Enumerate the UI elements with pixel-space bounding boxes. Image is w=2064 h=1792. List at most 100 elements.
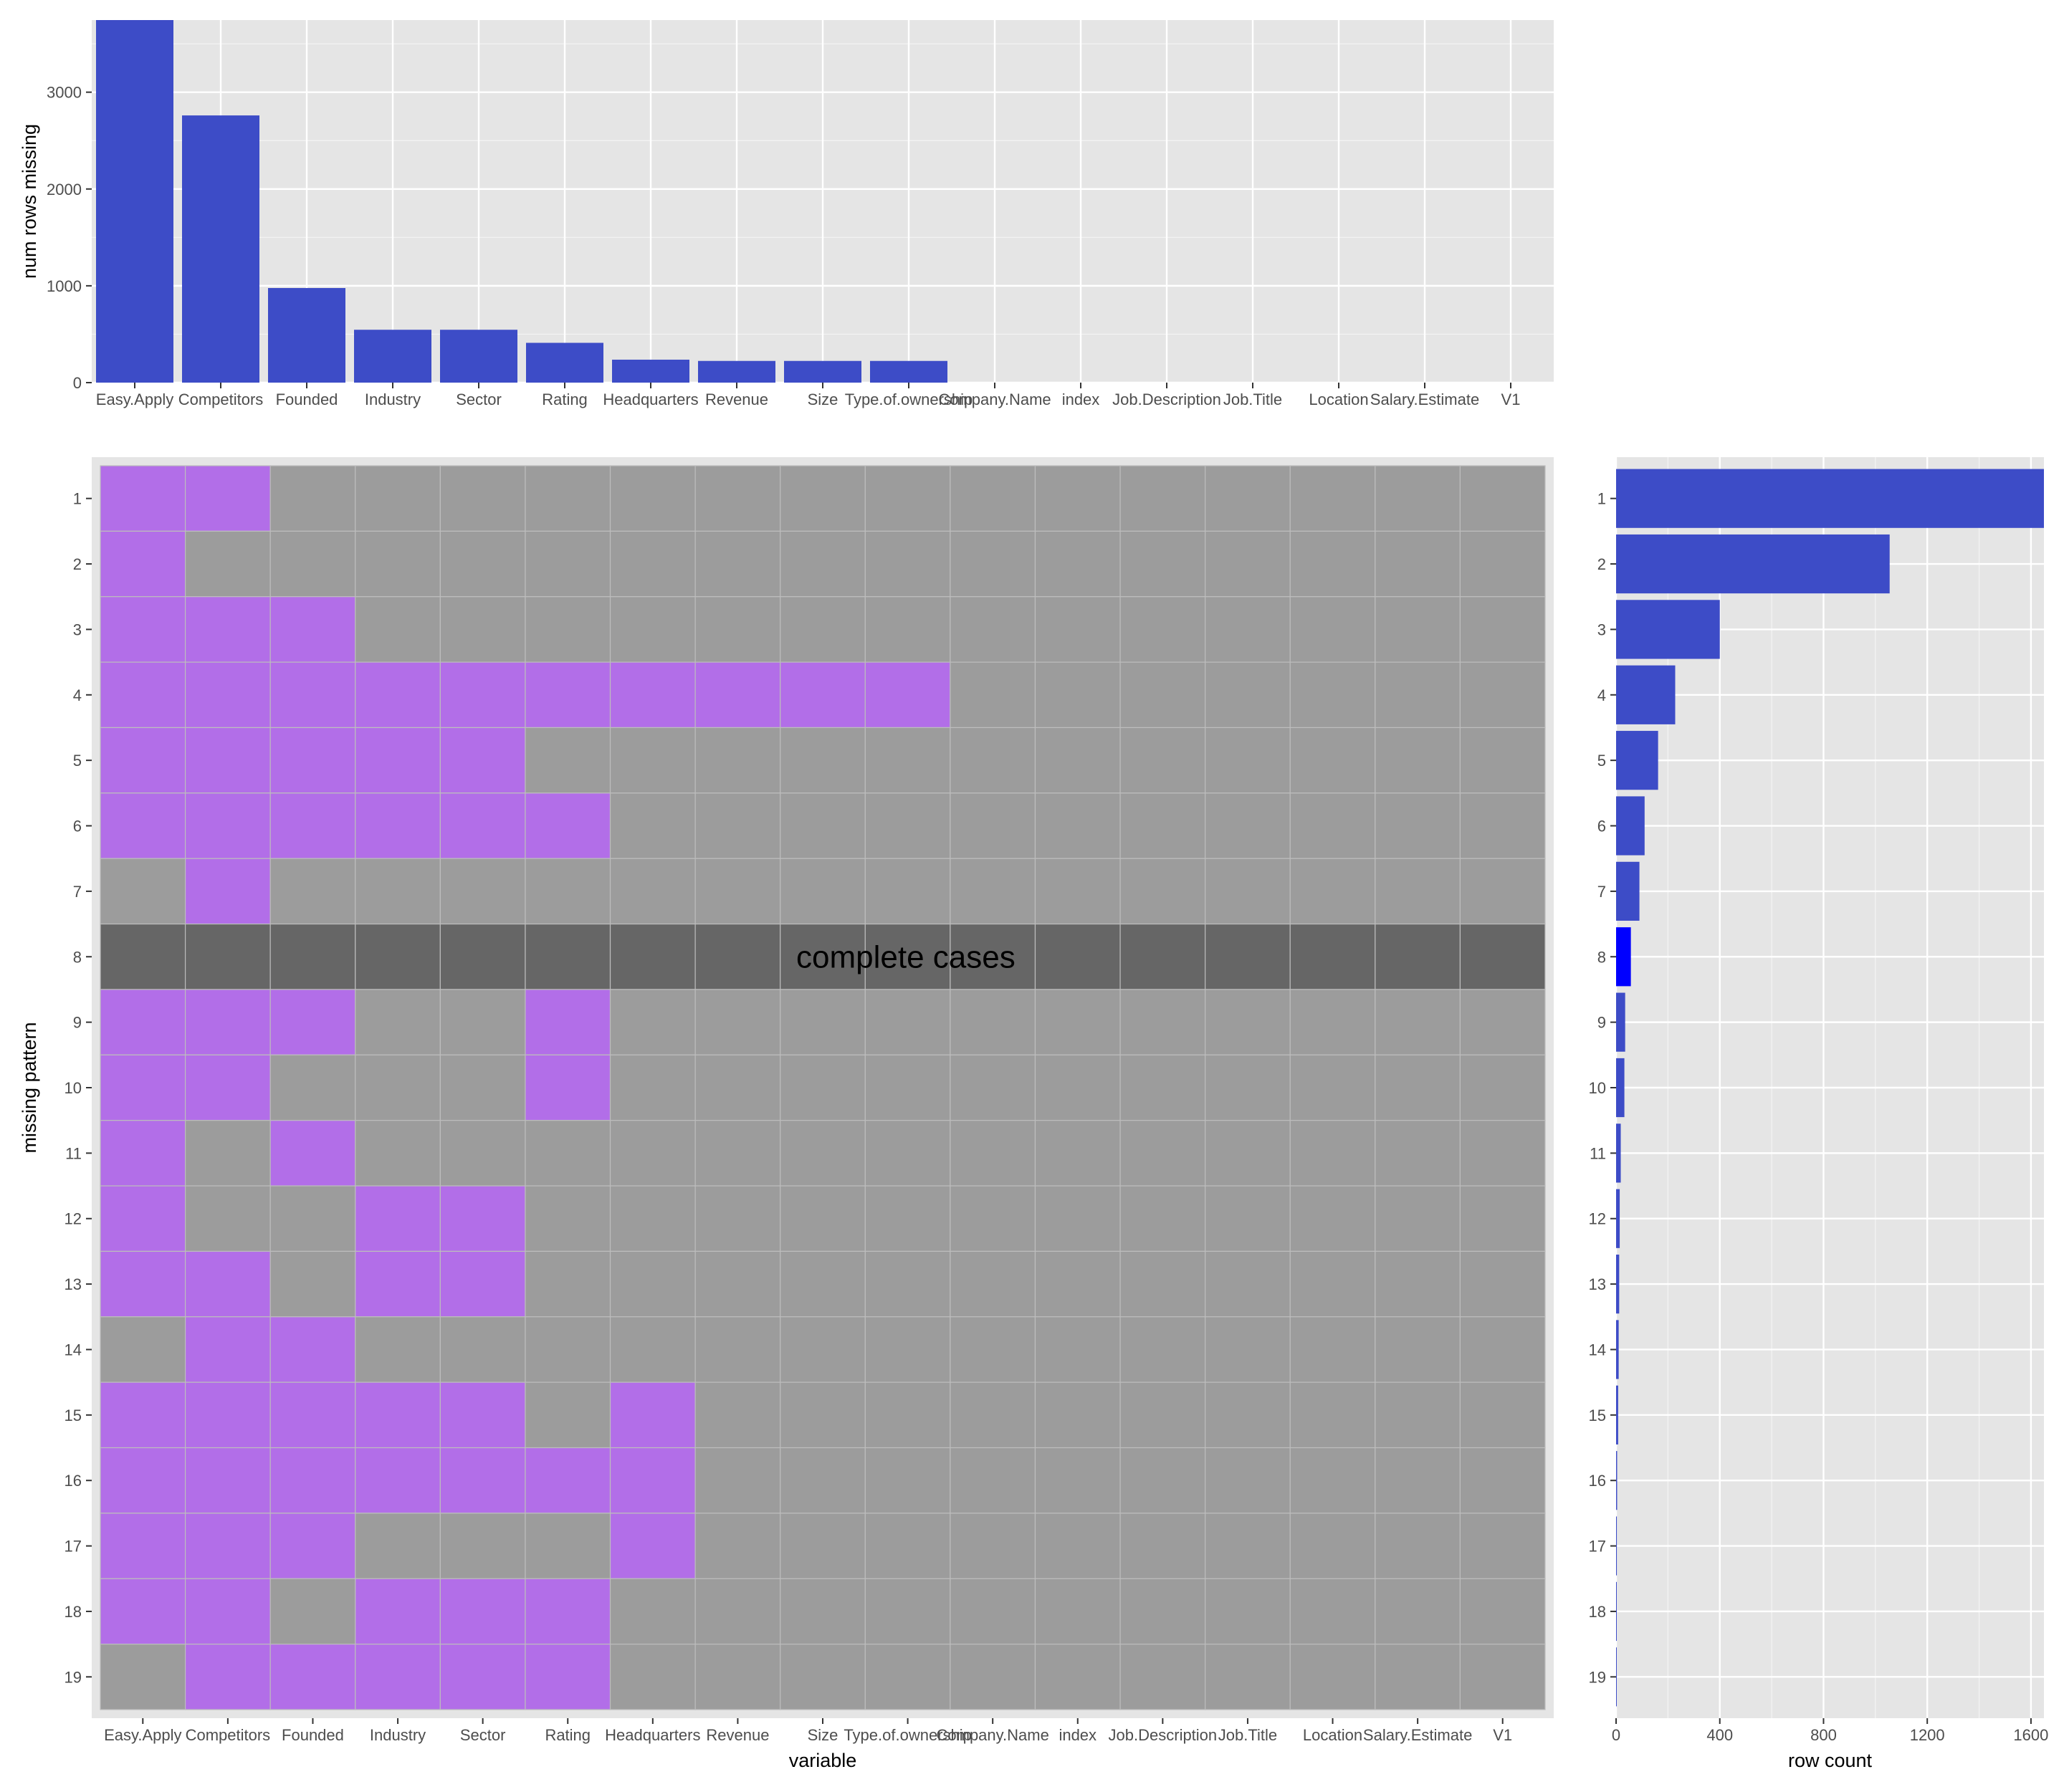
heatmap-cell-r5-Founded [269, 727, 356, 794]
heatmap-cell-r4-Sector [439, 661, 526, 729]
top-x-tick-label: Easy.Apply [96, 390, 173, 408]
heatmap-cell-r8-Location [1289, 923, 1376, 990]
heatmap-cell-r4-Salary.Estimate [1375, 661, 1461, 729]
heatmap-cell-r18-Headquarters [609, 1578, 696, 1645]
heatmap-cell-r18-Industry [355, 1578, 441, 1645]
heatmap-cell-r7-Industry [355, 858, 441, 925]
main-x-tick-label: V1 [1493, 1726, 1512, 1744]
heatmap-cell-r13-Rating [525, 1250, 611, 1318]
heatmap-cell-r12-V1 [1459, 1185, 1546, 1252]
heatmap-cell-r17-Headquarters [609, 1513, 696, 1579]
heatmap-cell-r19-Job.Description [1119, 1644, 1206, 1710]
heatmap-cell-r18-Easy.Apply [100, 1578, 186, 1645]
heatmap-cell-r4-Competitors [184, 661, 271, 729]
heatmap-cell-r19-Salary.Estimate [1375, 1644, 1461, 1710]
top-bar-Founded [268, 287, 345, 383]
heatmap-cell-r17-Sector [439, 1513, 526, 1579]
right-y-tick-label: 11 [1590, 1144, 1606, 1162]
heatmap-cell-r4-Size [780, 661, 866, 729]
top-x-tick-label: Competitors [178, 390, 264, 408]
heatmap-cell-r2-Type.of.ownership [864, 530, 951, 598]
heatmap-cell-r13-Company.Name [950, 1250, 1036, 1318]
right-x-tick-label: 800 [1810, 1726, 1837, 1744]
heatmap-cell-r16-Rating [525, 1447, 611, 1514]
heatmap-cell-r15-Location [1289, 1381, 1376, 1449]
heatmap-cell-r8-Headquarters [609, 923, 696, 990]
heatmap-cell-r18-Location [1289, 1578, 1376, 1645]
heatmap-cell-r14-Competitors [184, 1316, 271, 1383]
heatmap-cell-r9-Location [1289, 989, 1376, 1055]
heatmap-cell-r1-Headquarters [609, 465, 696, 532]
heatmap-cell-r16-Headquarters [609, 1447, 696, 1514]
heatmap-cell-r6-Salary.Estimate [1375, 792, 1461, 859]
heatmap-cell-r13-Revenue [694, 1250, 781, 1318]
heatmap-cell-r4-Easy.Apply [100, 661, 186, 729]
heatmap-cell-r15-Company.Name [950, 1381, 1036, 1449]
right-y-tick-label: 10 [1589, 1079, 1606, 1097]
heatmap-cell-r5-Competitors [184, 727, 271, 794]
heatmap-cell-r5-Rating [525, 727, 611, 794]
heatmap-cell-r11-Company.Name [950, 1120, 1036, 1187]
row-count-bar-15 [1616, 1385, 1618, 1444]
right-y-tick-label: 2 [1597, 555, 1606, 573]
heatmap-cell-r13-Easy.Apply [100, 1250, 186, 1318]
heatmap-cell-r11-V1 [1459, 1120, 1546, 1187]
heatmap-cell-r16-Type.of.ownership [864, 1447, 951, 1514]
heatmap-cell-r15-Type.of.ownership [864, 1381, 951, 1449]
main-y-tick-label: 2 [73, 555, 82, 573]
row-count-bar-8 [1616, 927, 1631, 987]
main-y-tick-label: 16 [64, 1472, 82, 1490]
heatmap-cell-r6-Job.Title [1205, 792, 1291, 859]
top-x-tick-label: V1 [1501, 390, 1521, 408]
heatmap-cell-r8-index [1034, 923, 1121, 990]
heatmap-cell-r3-Location [1289, 596, 1376, 663]
heatmap-cell-r17-V1 [1459, 1513, 1546, 1579]
heatmap-cell-r9-Job.Description [1119, 989, 1206, 1055]
heatmap-cell-r9-Size [780, 989, 866, 1055]
heatmap-cell-r14-Job.Description [1119, 1316, 1206, 1383]
heatmap-cell-r2-Company.Name [950, 530, 1036, 598]
heatmap-cell-r4-Rating [525, 661, 611, 729]
top-bar-Size [784, 360, 861, 383]
heatmap-cell-r12-Location [1289, 1185, 1376, 1252]
top-x-tick-label: Size [808, 390, 838, 408]
heatmap-cell-r7-Salary.Estimate [1375, 858, 1461, 925]
main-y-tick-label: 7 [73, 883, 82, 901]
right-y-tick-label: 8 [1597, 948, 1606, 966]
heatmap-cell-r19-Industry [355, 1644, 441, 1710]
heatmap-cell-r10-Industry [355, 1054, 441, 1121]
main-y-tick-label: 10 [64, 1079, 82, 1097]
heatmap-cell-r12-Sector [439, 1185, 526, 1252]
heatmap-cell-r15-Salary.Estimate [1375, 1381, 1461, 1449]
heatmap-cell-r4-Industry [355, 661, 441, 729]
heatmap-cell-r10-Headquarters [609, 1054, 696, 1121]
row-count-bar-18 [1616, 1581, 1617, 1642]
top-bar-Rating [526, 342, 603, 383]
heatmap-cell-r12-Easy.Apply [100, 1185, 186, 1252]
heatmap-cell-r10-Company.Name [950, 1054, 1036, 1121]
right-y-tick-label: 18 [1589, 1603, 1606, 1621]
heatmap-cell-r14-Revenue [694, 1316, 781, 1383]
heatmap-cell-r2-Size [780, 530, 866, 598]
main-x-axis-title: variable [789, 1750, 857, 1771]
heatmap-cell-r9-Company.Name [950, 989, 1036, 1055]
heatmap-cell-r16-Job.Title [1205, 1447, 1291, 1514]
row-count-bar-13 [1616, 1254, 1620, 1314]
heatmap-cell-r8-Salary.Estimate [1375, 923, 1461, 990]
heatmap-cell-r1-Easy.Apply [100, 465, 186, 532]
right-y-tick-label: 6 [1597, 818, 1606, 835]
heatmap-cell-r8-Job.Title [1205, 923, 1291, 990]
heatmap-cell-r14-Easy.Apply [100, 1316, 186, 1383]
heatmap-cell-r19-Sector [439, 1644, 526, 1710]
heatmap-cell-r5-Revenue [694, 727, 781, 794]
heatmap-cell-r4-Job.Title [1205, 661, 1291, 729]
heatmap-cell-r8-V1 [1459, 923, 1546, 990]
heatmap-cell-r5-V1 [1459, 727, 1546, 794]
heatmap-cell-r6-Size [780, 792, 866, 859]
heatmap-cell-r7-Job.Description [1119, 858, 1206, 925]
heatmap-cell-r2-Rating [525, 530, 611, 598]
heatmap-cell-r6-Sector [439, 792, 526, 859]
heatmap-cell-r9-V1 [1459, 989, 1546, 1055]
heatmap-cell-r18-Job.Description [1119, 1578, 1206, 1645]
heatmap-cell-r9-index [1034, 989, 1121, 1055]
